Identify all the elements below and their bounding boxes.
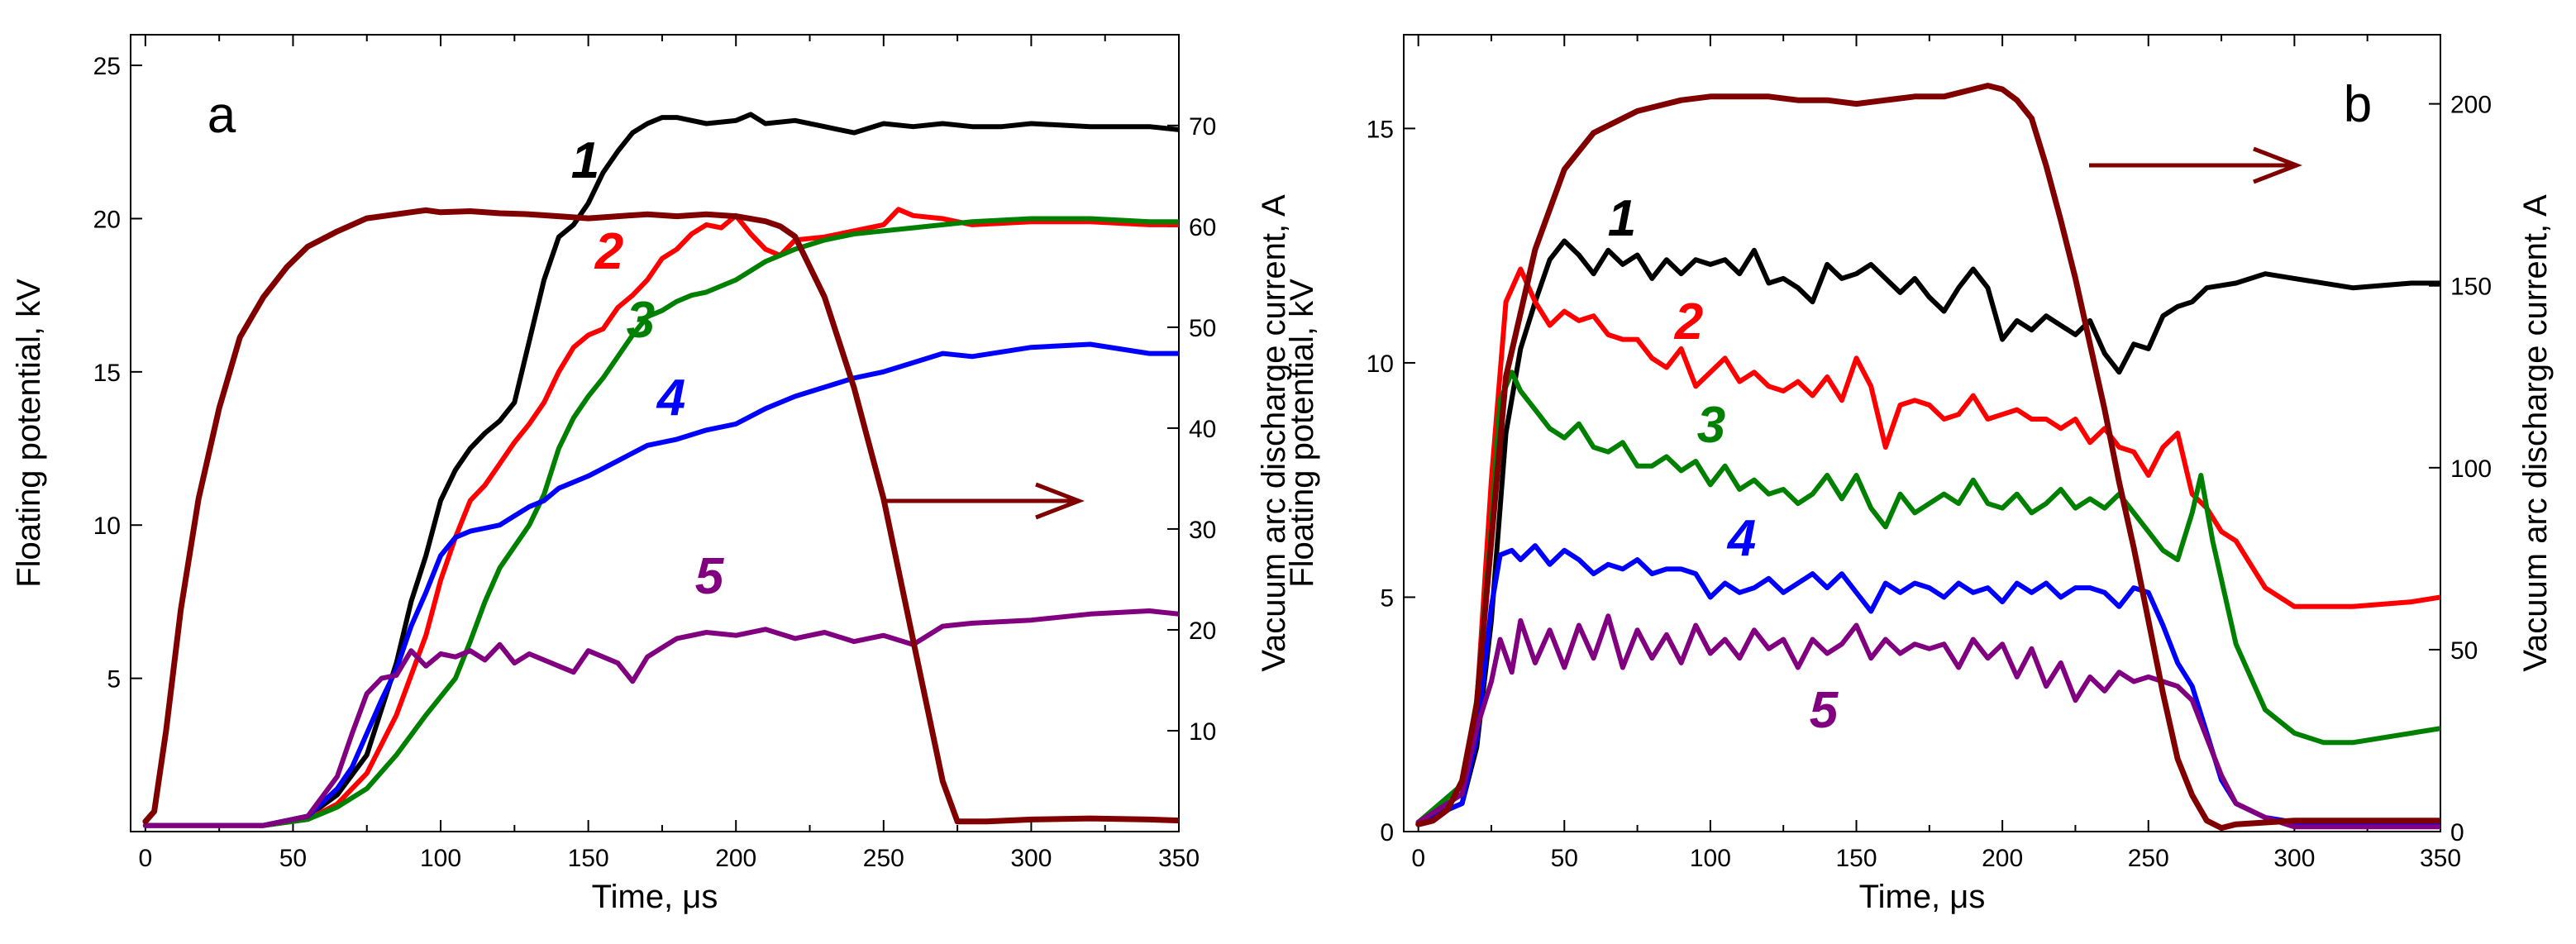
chart-panel-b: 0 50 100 150 200 250 300 350051015050100150200T… [1284, 34, 2554, 915]
y-right-tick-label: 20 [1189, 617, 1216, 645]
curve-label-2: 2 [1674, 293, 1703, 350]
y-left-tick-label: 25 [93, 53, 121, 80]
series-line-5 [142, 608, 1179, 828]
y-left-tick-label: 15 [93, 360, 121, 387]
series-line-2 [1415, 266, 2440, 825]
y-left-tick-label: 5 [1380, 584, 1394, 612]
x-tick-label: 50 [279, 845, 307, 872]
y-left-tick-label: 0 [1380, 819, 1394, 846]
y-right-tick-label: 40 [1189, 416, 1216, 443]
x-tick-label: 50 [1551, 845, 1578, 872]
arrow-head [2253, 146, 2302, 184]
y-left-tick-label: 15 [1367, 116, 1394, 143]
y-right-tick-label: 200 [2450, 92, 2492, 119]
y-left-tick-label: 10 [1367, 350, 1394, 378]
x-tick-label: 200 [715, 845, 756, 872]
series-line-2 [142, 207, 1179, 828]
y-right-axis-label: Vacuum arc discharge current, A [2517, 194, 2554, 672]
y-left-axis-label: Floating potential, kV [11, 279, 47, 588]
series-line-3 [142, 216, 1179, 828]
arrow-head [1035, 482, 1085, 520]
x-axis-label: Time, μs [592, 879, 718, 915]
x-tick-label: 100 [420, 845, 461, 872]
y-right-tick-label: 60 [1189, 214, 1216, 241]
y-right-tick-label: 50 [2450, 637, 2478, 665]
x-tick-label: 150 [1835, 845, 1877, 872]
y-left-tick-label: 20 [93, 206, 121, 233]
curve-label-1: 1 [1608, 190, 1636, 247]
series-line-1 [1415, 238, 2440, 825]
series-line-current [1415, 83, 2440, 832]
plot-frame [130, 34, 1180, 832]
x-tick-label: 0 [139, 845, 153, 872]
x-tick-label: 250 [2128, 845, 2169, 872]
chart-panel-a: 0 50 100 150 200 250 300 3505101520251020304050… [11, 34, 1292, 915]
curve-label-4: 4 [1726, 510, 1756, 567]
x-tick-label: 300 [1010, 845, 1052, 872]
x-tick-label: 200 [1982, 845, 2023, 872]
curve-label-1: 1 [571, 132, 599, 189]
panel-label: b [2344, 76, 2372, 133]
y-right-tick-label: 70 [1189, 113, 1216, 141]
y-right-tick-label: 10 [1189, 718, 1216, 746]
x-tick-label: 0 [1411, 845, 1425, 872]
y-left-tick-label: 5 [107, 666, 121, 694]
y-left-axis-label: Floating potential, kV [1284, 279, 1320, 588]
y-right-tick-label: 50 [1189, 315, 1216, 342]
series-line-4 [142, 341, 1179, 828]
curve-label-3: 3 [1697, 397, 1725, 454]
series-line-current [142, 207, 1179, 825]
x-axis-label: Time, μs [1859, 879, 1986, 915]
x-tick-label: 350 [1158, 845, 1200, 872]
x-tick-label: 300 [2273, 845, 2315, 872]
series-line-5 [1415, 613, 2440, 830]
x-tick-label: 100 [1690, 845, 1731, 872]
x-tick-label: 250 [863, 845, 904, 872]
series-line-4 [1415, 543, 2440, 825]
curve-label-5: 5 [695, 548, 725, 605]
x-tick-label: 150 [568, 845, 609, 872]
curve-label-3: 3 [627, 292, 655, 349]
y-right-tick-label: 150 [2450, 274, 2492, 301]
series-line-1 [142, 112, 1179, 828]
x-tick-label: 350 [2420, 845, 2461, 872]
panel-label: a [208, 87, 236, 144]
y-right-tick-label: 100 [2450, 455, 2492, 483]
series-line-3 [1415, 369, 2440, 825]
curve-label-2: 2 [594, 223, 623, 280]
curve-label-5: 5 [1810, 682, 1839, 739]
y-right-tick-label: 0 [2450, 819, 2464, 846]
curve-label-4: 4 [656, 369, 685, 427]
plot-frame [1403, 34, 2441, 832]
y-left-tick-label: 10 [93, 513, 121, 540]
y-right-tick-label: 30 [1189, 517, 1216, 544]
y-right-axis-label: Vacuum arc discharge current, A [1256, 194, 1292, 672]
